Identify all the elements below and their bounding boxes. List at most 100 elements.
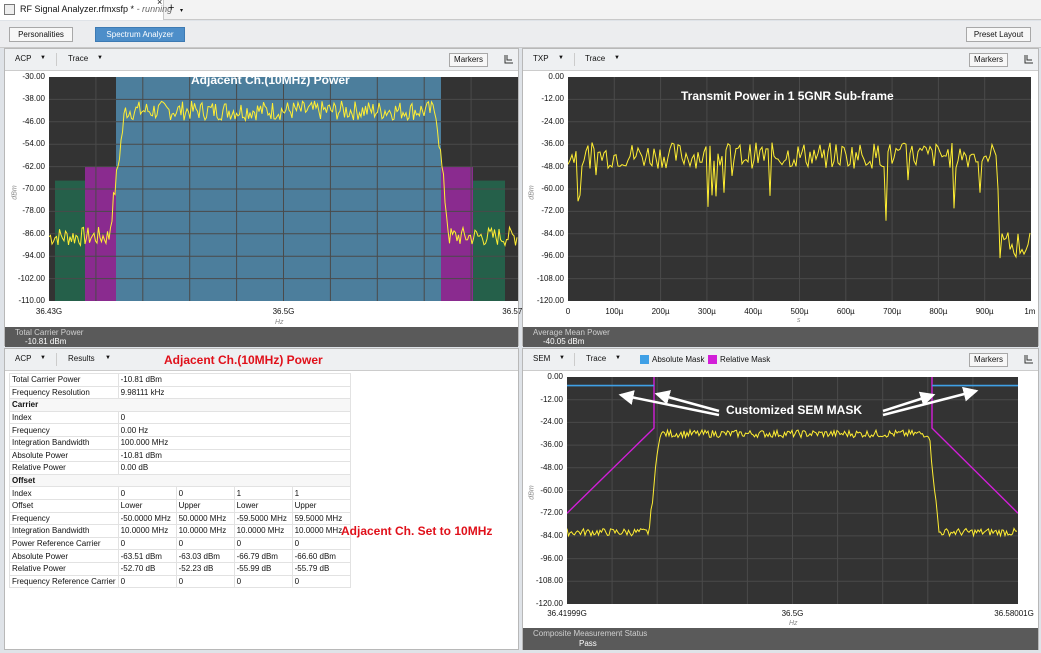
legend-relative-mask: Relative Mask [720, 355, 771, 364]
y-tick-label: 0.00 [547, 372, 563, 381]
y-tick-label: -38.00 [22, 94, 45, 104]
main-toolbar: Personalities Spectrum Analyzer Preset L… [0, 21, 1041, 48]
chevron-down-icon[interactable]: ▼ [40, 355, 46, 361]
cursor-icon[interactable] [1024, 54, 1034, 64]
acp-graph-toolbar: ACP ▼ Trace ▼ Markers [5, 49, 518, 71]
y-tick-label: -70.00 [22, 184, 45, 193]
table-row: Power Reference Carrier 0 0 0 0 [9, 536, 351, 551]
table-cell: 0 [233, 536, 293, 551]
table-row: Absolute Power -63.51 dBm -63.03 dBm -66.79… [9, 549, 351, 563]
personalities-button[interactable]: Personalities [9, 27, 73, 42]
y-tick-label: -94.00 [22, 251, 45, 261]
table-cell: Frequency [9, 511, 119, 526]
table-row: Relative Power -52.70 dB -52.23 dB -55.99 d… [9, 561, 351, 576]
chevron-down-icon[interactable]: ▼ [614, 55, 620, 61]
measurement-select[interactable]: SEM [533, 354, 551, 363]
chevron-down-icon[interactable]: ▼ [40, 55, 46, 61]
table-cell: Offset [9, 473, 351, 488]
table-cell: Absolute Power [9, 549, 119, 563]
new-tab-icon[interactable]: + [168, 2, 175, 14]
table-row: Integration Bandwidth 10.0000 MHz 10.0000 … [9, 524, 351, 538]
table-cell: Upper [175, 498, 235, 513]
table-row: Frequency 0.00 Hz [9, 423, 351, 437]
chevron-down-icon[interactable]: ▼ [97, 55, 103, 61]
trace-select[interactable]: Trace [585, 54, 606, 63]
measurement-select[interactable]: ACP [15, 54, 32, 63]
acp-plot-area[interactable] [48, 77, 518, 301]
table-cell: Integration Bandwidth [9, 524, 119, 538]
y-tick-label: -96.00 [541, 251, 564, 261]
chevron-down-icon[interactable]: ▼ [558, 55, 564, 61]
section-header-carrier: Carrier [9, 398, 351, 412]
table-cell: Frequency Resolution [9, 385, 119, 400]
markers-button[interactable]: Markers [969, 53, 1008, 67]
y-tick-label: -60.00 [540, 485, 563, 495]
measurement-select[interactable]: ACP [15, 354, 32, 363]
results-select[interactable]: Results [68, 354, 95, 363]
table-cell: -63.51 dBm [117, 549, 177, 563]
txp-plot-area[interactable] [567, 77, 1031, 301]
table-row: Integration Bandwidth 100.000 MHz [9, 435, 351, 450]
trace-select[interactable]: Trace [68, 54, 89, 63]
table-row: Absolute Power -10.81 dBm [9, 448, 351, 463]
table-row: Index 0 [9, 410, 351, 425]
footer-value: Pass [579, 639, 597, 648]
results-table: Total Carrier Power -10.81 dBm Frequency R… [9, 373, 351, 589]
table-cell: Lower [233, 498, 293, 513]
y-tick-label: -12.00 [541, 94, 564, 104]
acp-footer: Total Carrier Power -10.81 dBm [5, 327, 518, 347]
table-cell: Frequency Reference Carrier [9, 574, 119, 589]
sem-graph-toolbar: SEM ▼ Trace ▼ Absolute Mask Relative Mas… [523, 349, 1038, 371]
txp-power-chart [567, 77, 1031, 301]
markers-button[interactable]: Markers [449, 53, 488, 67]
spectrum-analyzer-button[interactable]: Spectrum Analyzer [95, 27, 185, 42]
table-cell: Index [9, 410, 119, 425]
acp-annotation: Adjacent Ch.(10MHz) Power [191, 73, 350, 87]
table-cell: Absolute Power [9, 448, 119, 463]
markers-button[interactable]: Markers [969, 353, 1008, 367]
y-tick-label: -24.00 [541, 116, 564, 126]
x-tick-label: 36.5G [781, 609, 804, 618]
txp-graph-toolbar: TXP ▼ Trace ▼ Markers [523, 49, 1038, 71]
chevron-down-icon[interactable]: ▼ [105, 355, 111, 361]
x-tick-label: 400µ [744, 307, 763, 316]
x-tick-label: 800µ [929, 307, 948, 316]
y-tick-label: -120.00 [535, 599, 563, 608]
offset-annotation: Adjacent Ch. Set to 10MHz [341, 524, 493, 538]
close-tab-icon[interactable]: × [157, 0, 163, 7]
table-cell: 9.98111 kHz [117, 385, 351, 400]
footer-label: Average Mean Power [533, 328, 610, 337]
y-tick-label: -108.00 [536, 273, 564, 283]
x-tick-label: 200µ [651, 307, 670, 316]
tab-dropdown-icon[interactable]: ▾ [180, 8, 184, 14]
y-tick-label: -60.00 [541, 184, 564, 193]
x-tick-label: 36.43G [35, 307, 63, 316]
measurement-select[interactable]: TXP [533, 54, 549, 63]
adjacent-band [55, 180, 85, 301]
y-axis-unit: dBm [528, 485, 536, 500]
title-bar: RF Signal Analyzer.rfmxsfp * - running ×… [0, 0, 1041, 20]
cursor-icon[interactable] [504, 54, 514, 64]
x-tick-label: 700µ [883, 307, 902, 316]
x-tick-label: 36.58001G [994, 609, 1034, 618]
table-cell: -63.03 dBm [175, 549, 235, 563]
table-cell: Total Carrier Power [9, 373, 119, 387]
txp-annotation: Transmit Power in 1 5GNR Sub-frame [681, 89, 894, 103]
txp-footer: Average Mean Power -40.05 dBm [523, 327, 1038, 347]
chevron-down-icon[interactable]: ▼ [559, 355, 565, 361]
table-cell: 0 [117, 574, 177, 589]
footer-label: Total Carrier Power [15, 328, 84, 337]
spectrum-trace [48, 100, 518, 248]
table-cell: -66.79 dBm [233, 549, 293, 563]
cursor-icon[interactable] [1024, 354, 1034, 364]
y-tick-label: -48.00 [540, 462, 563, 472]
y-tick-label: 0.00 [548, 72, 564, 81]
y-axis-unit: dBm [528, 185, 536, 200]
trace-select[interactable]: Trace [586, 354, 607, 363]
acp-results-toolbar: ACP ▼ Results ▼ Adjacent Ch.(10MHz) Powe… [5, 349, 518, 371]
table-cell: 1 [291, 486, 351, 500]
chevron-down-icon[interactable]: ▼ [615, 355, 621, 361]
document-tab[interactable]: RF Signal Analyzer.rfmxsfp * - running [0, 0, 172, 20]
preset-layout-button[interactable]: Preset Layout [966, 27, 1031, 42]
legend-absolute-mask: Absolute Mask [652, 355, 705, 364]
